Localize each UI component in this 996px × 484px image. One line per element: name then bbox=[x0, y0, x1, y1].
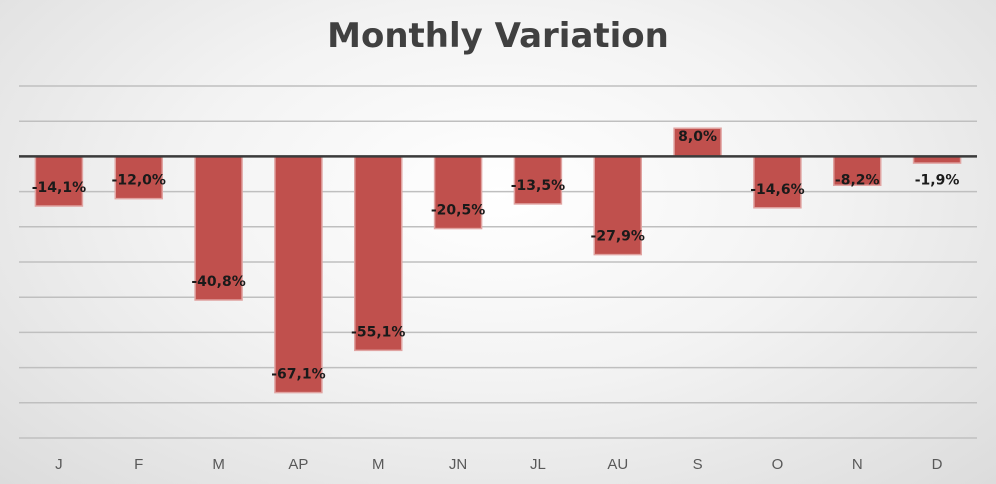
x-tick-label-9: S bbox=[693, 456, 703, 473]
data-label-9: 8,0% bbox=[678, 129, 717, 145]
bar-4 bbox=[274, 155, 323, 394]
bar-5 bbox=[354, 155, 403, 352]
data-label-10: -14,6% bbox=[750, 182, 804, 198]
bar-9 bbox=[673, 127, 722, 158]
bar-11 bbox=[833, 155, 882, 187]
bar-10 bbox=[753, 155, 802, 209]
chart-title: Monthly Variation bbox=[327, 16, 669, 56]
x-tick-label-6: JN bbox=[449, 456, 467, 473]
x-tick-label-10: O bbox=[772, 456, 784, 473]
data-label-1: -14,1% bbox=[32, 180, 86, 196]
x-tick-label-3: M bbox=[212, 456, 225, 473]
bar-7 bbox=[513, 155, 563, 205]
x-tick-label-1: J bbox=[55, 456, 63, 473]
x-tick-label-11: N bbox=[852, 456, 863, 473]
data-label-8: -27,9% bbox=[591, 229, 645, 245]
x-tick-label-8: AU bbox=[607, 456, 628, 473]
data-label-7: -13,5% bbox=[511, 178, 565, 194]
data-label-11: -8,2% bbox=[835, 172, 880, 188]
data-label-3: -40,8% bbox=[191, 274, 245, 290]
bar-2 bbox=[114, 155, 163, 200]
bar-6 bbox=[433, 155, 483, 230]
x-tick-label-2: F bbox=[134, 456, 143, 473]
data-label-2: -12,0% bbox=[112, 173, 166, 189]
data-label-5: -55,1% bbox=[351, 324, 405, 340]
bar-8 bbox=[593, 155, 642, 256]
data-label-12: -1,9% bbox=[915, 172, 960, 188]
data-label-4: -67,1% bbox=[271, 367, 325, 383]
x-tick-label-12: D bbox=[932, 456, 943, 473]
bar-3 bbox=[194, 155, 243, 301]
x-tick-label-4: AP bbox=[288, 456, 308, 473]
bar-1 bbox=[34, 155, 84, 207]
x-tick-label-7: JL bbox=[530, 456, 546, 473]
data-label-6: -20,5% bbox=[431, 203, 485, 219]
x-tick-label-5: M bbox=[372, 456, 385, 473]
